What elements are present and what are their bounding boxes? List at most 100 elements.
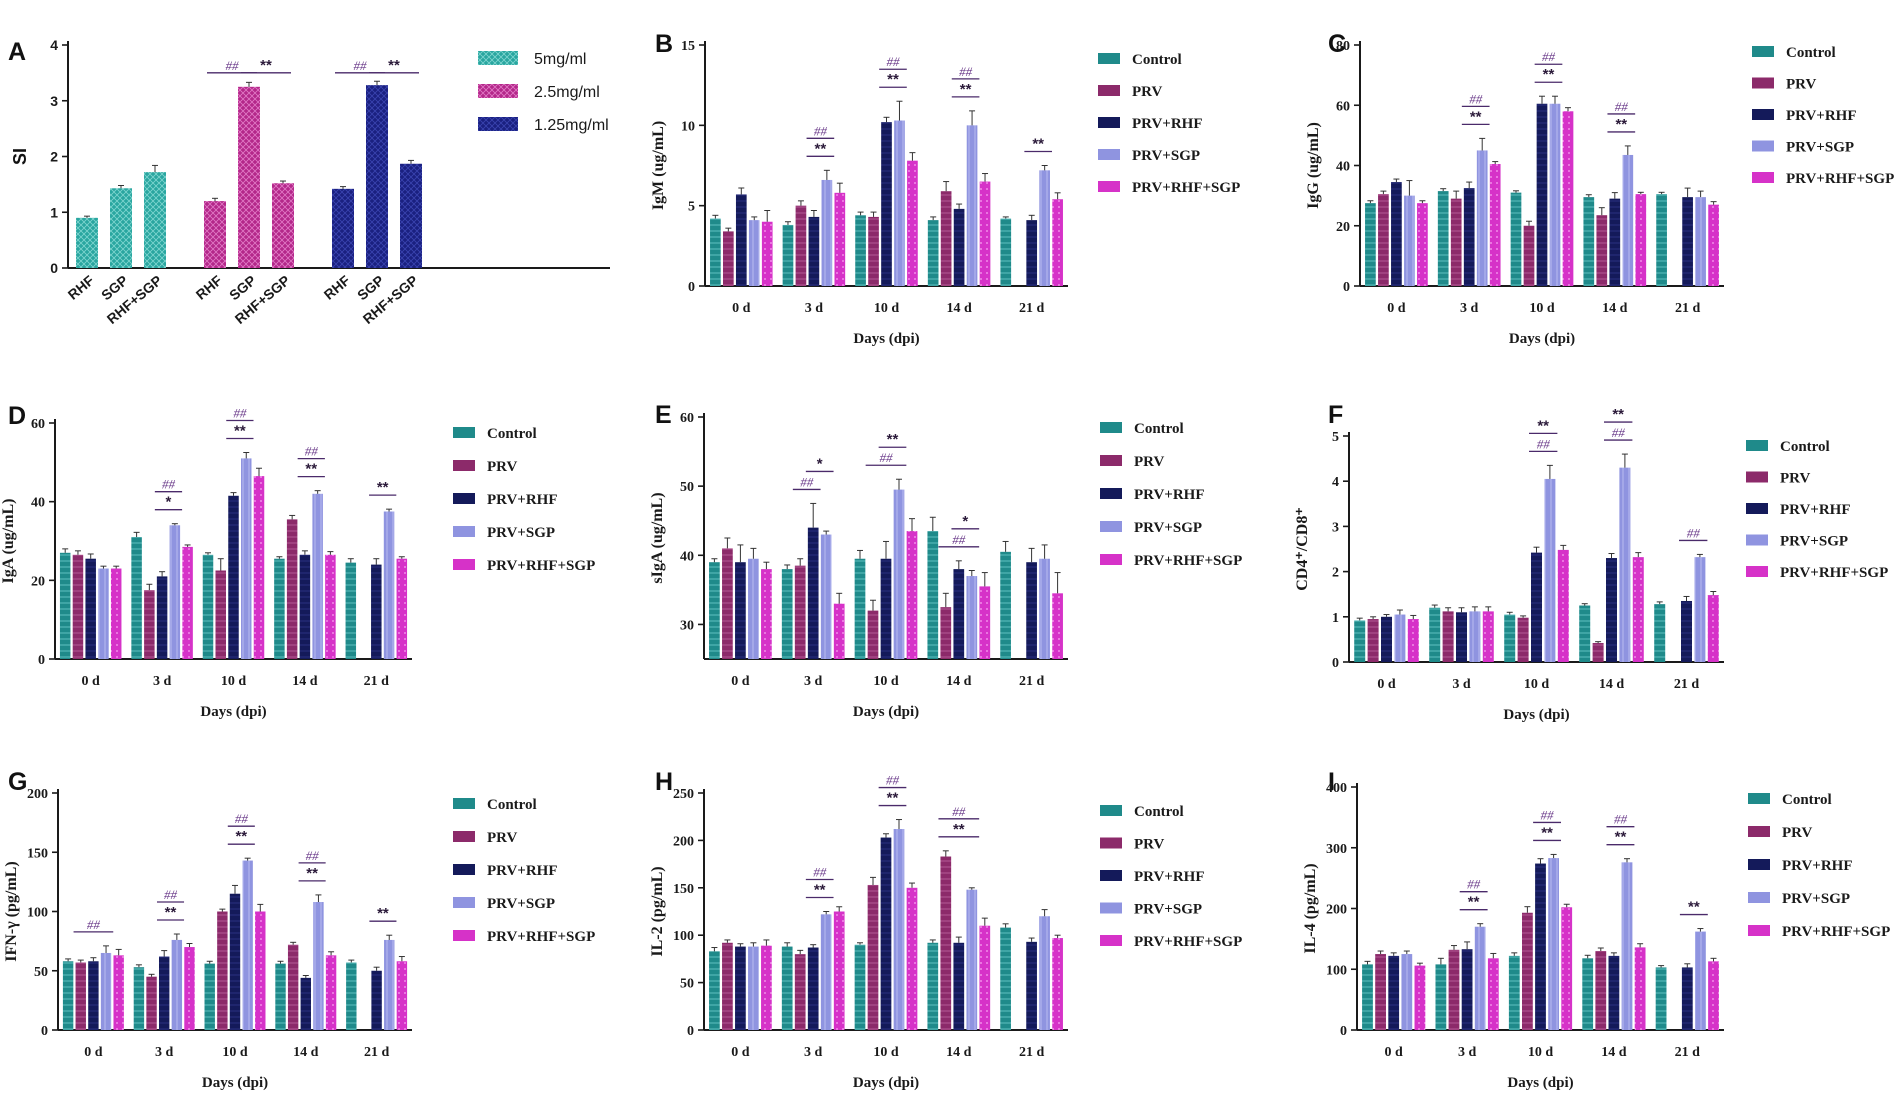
legend-label: PRV bbox=[1134, 837, 1164, 853]
legend-label: PRV+RHF bbox=[1134, 487, 1205, 503]
legend-swatch bbox=[1748, 793, 1770, 804]
bar-PRV+RHF-14 d bbox=[1608, 955, 1620, 1030]
legend-label: PRV bbox=[1782, 825, 1812, 841]
significance-4-label: ## bbox=[235, 811, 249, 826]
y-tick-label: 0 bbox=[1340, 1024, 1347, 1039]
significance-5-label: ## bbox=[959, 64, 973, 79]
bar-PRV+RHF+SGP-3 d bbox=[1489, 163, 1501, 286]
legend-label: PRV+RHF+SGP bbox=[1780, 565, 1888, 581]
bar-PRV+RHF+SGP-14 d bbox=[325, 955, 337, 1030]
legend-label: PRV+RHF bbox=[487, 863, 558, 879]
legend-swatch bbox=[1100, 422, 1122, 433]
bar-Control-3 d bbox=[133, 967, 145, 1030]
significance-6-label: ** bbox=[1688, 899, 1700, 916]
x-tick-label: 10 d bbox=[873, 1045, 899, 1060]
bar-2.5mg/ml-SGP bbox=[238, 86, 260, 268]
bar-PRV+RHF+SGP-14 d bbox=[325, 554, 336, 659]
y-tick-label: 3 bbox=[1332, 520, 1339, 535]
bar-PRV+SGP-10 d bbox=[893, 829, 905, 1030]
y-tick-label: 0 bbox=[688, 280, 695, 295]
x-tick-label: 0 d bbox=[731, 1045, 750, 1060]
y-axis-label: IL-4 (pg/mL) bbox=[1302, 863, 1319, 953]
bar-PRV+SGP-0 d bbox=[100, 952, 112, 1030]
y-tick-label: 2 bbox=[1332, 566, 1339, 581]
legend-label: PRV+RHF bbox=[1786, 108, 1857, 124]
y-axis-label: IgM (ug/mL) bbox=[650, 121, 667, 210]
bar-Control-10 d bbox=[855, 215, 866, 286]
legend-label: PRV+SGP bbox=[487, 525, 555, 541]
x-tick-label: 0 d bbox=[84, 1045, 103, 1060]
bar-PRV+SGP-21 d bbox=[384, 939, 395, 1030]
bar-PRV+RHF-0 d bbox=[735, 946, 746, 1030]
bar-Control-14 d bbox=[1583, 197, 1595, 286]
y-axis-label: CD4⁺/CD8⁺ bbox=[1294, 507, 1311, 591]
legend-label: Control bbox=[1134, 421, 1184, 437]
bar-PRV+RHF-0 d bbox=[735, 194, 747, 286]
legend-swatch bbox=[1100, 521, 1122, 532]
bar-PRV+RHF+SGP-3 d bbox=[1487, 958, 1499, 1030]
legend-label: PRV+RHF+SGP bbox=[487, 929, 595, 945]
bar-PRV-3 d bbox=[1450, 198, 1462, 286]
chart-panel-i: I 0 100 200 300 400 IL-4 (pg/mL) 0 d 3 d 10 d 14 d… bbox=[1302, 768, 1890, 1091]
significance-2-label: ** bbox=[1543, 66, 1555, 83]
x-tick-label: RHF bbox=[65, 272, 98, 303]
bar-PRV+RHF+SGP-3 d bbox=[1482, 611, 1494, 662]
chart-panel-g: G 0 50 100 150 200 IFN-γ (pg/mL) 0 d 3 d 10 d 14 d… bbox=[3, 768, 595, 1091]
y-tick-label: 3 bbox=[50, 93, 58, 109]
significance-0-label: ## bbox=[87, 917, 101, 932]
panel-label: H bbox=[655, 768, 673, 796]
bar-PRV+RHF+SGP-10 d bbox=[907, 160, 918, 286]
legend-label: PRV bbox=[1132, 84, 1162, 100]
y-tick-label: 5 bbox=[1332, 430, 1339, 445]
significance-2-label: ** bbox=[234, 423, 246, 440]
y-tick-label: 80 bbox=[1336, 39, 1350, 54]
chart-panel-c: C 0 20 40 60 80 IgG (ug/mL) 0 d 3 d 10 d 14 d 21 d D… bbox=[1305, 30, 1894, 347]
bar-PRV+SGP-14 d bbox=[966, 576, 978, 659]
x-tick-label: 10 d bbox=[1529, 301, 1555, 316]
bar-PRV-10 d bbox=[867, 884, 879, 1030]
bar-Control-10 d bbox=[1504, 614, 1516, 662]
x-tick-label: 3 d bbox=[1452, 677, 1471, 692]
significance-3-label: ## bbox=[1542, 49, 1556, 64]
bar-PRV+RHF+SGP-0 d bbox=[1414, 965, 1426, 1030]
y-axis-label: IgA (ug/mL) bbox=[0, 499, 17, 584]
x-tick-label: 0 d bbox=[1387, 301, 1406, 316]
bar-PRV+RHF-3 d bbox=[1461, 949, 1473, 1030]
y-tick-label: 1 bbox=[1332, 611, 1339, 626]
y-axis-label: sIgA (ug/mL) bbox=[649, 492, 666, 583]
significance-3-label: ** bbox=[388, 57, 400, 74]
bar-PRV+RHF+SGP-14 d bbox=[1635, 194, 1647, 286]
x-tick-label: 10 d bbox=[874, 301, 900, 316]
y-tick-label: 100 bbox=[673, 929, 694, 944]
x-tick-label: 3 d bbox=[805, 301, 824, 316]
significance-5-label: ## bbox=[952, 804, 966, 819]
significance-3-label: ** bbox=[887, 431, 899, 448]
bar-PRV+SGP-10 d bbox=[1544, 478, 1556, 662]
legend-swatch bbox=[1748, 826, 1770, 837]
x-tick-label: 3 d bbox=[804, 674, 823, 689]
chart-panel-f: F 0 1 2 3 4 5 CD4⁺/CD8⁺ 0 d 3 d 10 d 14 d 21 d Days (… bbox=[1294, 401, 1888, 723]
bar-Control-0 d bbox=[1354, 620, 1366, 662]
x-tick-label: 14 d bbox=[946, 1045, 972, 1060]
legend-label: PRV+SGP bbox=[1132, 148, 1200, 164]
panel-label: B bbox=[655, 30, 673, 58]
bar-PRV-0 d bbox=[1375, 954, 1386, 1030]
legend-label: PRV bbox=[487, 830, 517, 846]
x-axis-label: Days (dpi) bbox=[1509, 331, 1575, 347]
bar-PRV+SGP-3 d bbox=[820, 914, 832, 1030]
bar-PRV+SGP-10 d bbox=[1549, 103, 1561, 287]
legend-label: PRV+RHF+SGP bbox=[1786, 171, 1894, 187]
bar-PRV-3 d bbox=[794, 954, 806, 1030]
bar-PRV+SGP-3 d bbox=[1476, 150, 1488, 286]
bar-PRV+RHF-0 d bbox=[1381, 616, 1392, 662]
bar-Control-3 d bbox=[131, 537, 142, 659]
panel-label: G bbox=[8, 768, 27, 796]
significance-1-label: ## bbox=[1469, 91, 1483, 106]
bar-1.25mg/ml-SGP bbox=[366, 85, 388, 268]
y-tick-label: 40 bbox=[680, 549, 694, 564]
significance-3-label: ## bbox=[886, 54, 900, 69]
y-tick-label: 250 bbox=[673, 787, 694, 802]
x-tick-label: 21 d bbox=[364, 1045, 390, 1060]
significance-0-label: ## bbox=[226, 58, 240, 73]
legend-label: PRV+SGP bbox=[1780, 534, 1848, 550]
